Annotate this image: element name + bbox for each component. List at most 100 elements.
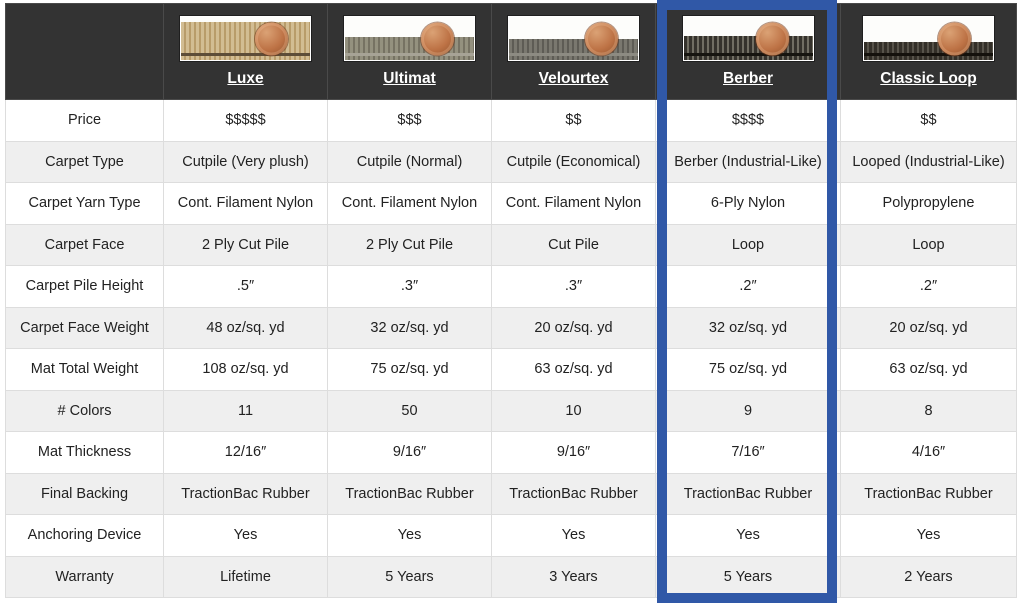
product-link-classic-loop[interactable]: Classic Loop [880,70,977,87]
cell-carpet-face-ultimat: 2 Ply Cut Pile [327,223,492,266]
carpet-backing-line [864,53,993,56]
cell-carpet-yarn-type-ultimat: Cont. Filament Nylon [327,182,492,225]
header-row: Luxe Ultimat Velourtex Berber Classic Loop [5,3,1017,100]
cell-warranty-berber: 5 Years [655,555,841,598]
product-link-luxe[interactable]: Luxe [227,70,264,87]
carpet-backing-line [683,53,813,56]
corner-cell [5,3,164,100]
cell-#-colors-velourtex: 10 [491,389,656,432]
cell-mat-thickness-classic-loop: 4/16″ [840,431,1017,474]
cell-mat-thickness-velourtex: 9/16″ [491,431,656,474]
cell-final-backing-luxe: TractionBac Rubber [163,472,328,515]
cell-carpet-pile-height-ultimat: .3″ [327,265,492,308]
cell-price-classic-loop: $$ [840,99,1017,142]
penny-icon [585,22,618,55]
penny-icon [755,22,789,55]
cell-carpet-type-berber: Berber (Industrial-Like) [655,140,841,183]
carpet-backing-line [181,53,310,56]
ultimat-carpet-photo [343,15,476,62]
cell-mat-total-weight-luxe: 108 oz/sq. yd [163,348,328,391]
cell-mat-thickness-berber: 7/16″ [655,431,841,474]
cell-carpet-type-luxe: Cutpile (Very plush) [163,140,328,183]
carpet-pile-texture [345,37,474,60]
cell-#-colors-classic-loop: 8 [840,389,1017,432]
table-row-carpet-pile-height: Carpet Pile Height .5″ .3″ .3″ .2″ .2″ [5,265,1017,308]
cell-mat-total-weight-ultimat: 75 oz/sq. yd [327,348,492,391]
berber-carpet-photo [681,15,815,62]
cell-warranty-ultimat: 5 Years [327,555,492,598]
product-header-luxe: Luxe [163,3,328,100]
table-body: Price $$$$$ $$$ $$ $$$$ $$ Carpet Type Cutpile … [5,99,1017,598]
table-row-carpet-type: Carpet Type Cutpile (Very plush) Cutpile (… [5,140,1017,183]
cell-price-velourtex: $$ [491,99,656,142]
classic-loop-carpet-photo [862,15,995,62]
product-link-berber[interactable]: Berber [723,70,773,87]
row-label: Carpet Face Weight [5,306,164,349]
product-link-ultimat[interactable]: Ultimat [383,70,436,87]
table-row-carpet-face: Carpet Face 2 Ply Cut Pile 2 Ply Cut Pile C… [5,223,1017,266]
row-label: Carpet Face [5,223,164,266]
table-row-#-colors: # Colors 11 50 10 9 8 [5,389,1017,432]
penny-icon [938,22,971,55]
row-label: # Colors [5,389,164,432]
row-label: Warranty [5,555,164,598]
carpet-pile-texture [864,42,993,60]
cell-mat-thickness-ultimat: 9/16″ [327,431,492,474]
product-header-berber: Berber [655,3,841,100]
table-row-warranty: Warranty Lifetime 5 Years 3 Years 5 Years 2 Y… [5,555,1017,598]
cell-mat-total-weight-classic-loop: 63 oz/sq. yd [840,348,1017,391]
cell-mat-total-weight-berber: 75 oz/sq. yd [655,348,841,391]
cell-carpet-yarn-type-berber: 6-Ply Nylon [655,182,841,225]
cell-carpet-face-weight-ultimat: 32 oz/sq. yd [327,306,492,349]
cell-carpet-face-weight-luxe: 48 oz/sq. yd [163,306,328,349]
cell-anchoring-device-classic-loop: Yes [840,514,1017,557]
table-row-carpet-yarn-type: Carpet Yarn Type Cont. Filament Nylon Cont… [5,182,1017,225]
cell-carpet-pile-height-velourtex: .3″ [491,265,656,308]
penny-icon [255,22,288,55]
cell-mat-total-weight-velourtex: 63 oz/sq. yd [491,348,656,391]
cell-carpet-pile-height-classic-loop: .2″ [840,265,1017,308]
cell-final-backing-classic-loop: TractionBac Rubber [840,472,1017,515]
cell-warranty-classic-loop: 2 Years [840,555,1017,598]
carpet-backing-line [509,53,638,56]
row-label: Mat Thickness [5,431,164,474]
cell-final-backing-ultimat: TractionBac Rubber [327,472,492,515]
cell-carpet-pile-height-luxe: .5″ [163,265,328,308]
cell-anchoring-device-berber: Yes [655,514,841,557]
row-label: Carpet Type [5,140,164,183]
cell-mat-thickness-luxe: 12/16″ [163,431,328,474]
table-row-carpet-face-weight: Carpet Face Weight 48 oz/sq. yd 32 oz/sq. … [5,306,1017,349]
cell-anchoring-device-ultimat: Yes [327,514,492,557]
cell-price-ultimat: $$$ [327,99,492,142]
cell-warranty-luxe: Lifetime [163,555,328,598]
penny-icon [421,22,454,55]
cell-carpet-face-berber: Loop [655,223,841,266]
product-header-classic-loop: Classic Loop [840,3,1017,100]
carpet-pile-texture [683,36,813,60]
cell-#-colors-ultimat: 50 [327,389,492,432]
cell-price-luxe: $$$$$ [163,99,328,142]
cell-warranty-velourtex: 3 Years [491,555,656,598]
row-label: Anchoring Device [5,514,164,557]
product-link-velourtex[interactable]: Velourtex [538,70,609,87]
cell-carpet-face-weight-velourtex: 20 oz/sq. yd [491,306,656,349]
cell-carpet-face-luxe: 2 Ply Cut Pile [163,223,328,266]
cell-price-berber: $$$$ [655,99,841,142]
cell-carpet-face-weight-classic-loop: 20 oz/sq. yd [840,306,1017,349]
cell-carpet-face-velourtex: Cut Pile [491,223,656,266]
cell-carpet-yarn-type-velourtex: Cont. Filament Nylon [491,182,656,225]
cell-carpet-yarn-type-luxe: Cont. Filament Nylon [163,182,328,225]
velourtex-carpet-photo [507,15,640,62]
table-row-price: Price $$$$$ $$$ $$ $$$$ $$ [5,99,1017,142]
cell-carpet-type-ultimat: Cutpile (Normal) [327,140,492,183]
cell-carpet-face-weight-berber: 32 oz/sq. yd [655,306,841,349]
table-row-anchoring-device: Anchoring Device Yes Yes Yes Yes Yes [5,514,1017,557]
cell-carpet-face-classic-loop: Loop [840,223,1017,266]
cell-#-colors-luxe: 11 [163,389,328,432]
row-label: Final Backing [5,472,164,515]
carpet-backing-line [345,53,474,56]
cell-carpet-type-classic-loop: Looped (Industrial-Like) [840,140,1017,183]
row-label: Carpet Yarn Type [5,182,164,225]
cell-#-colors-berber: 9 [655,389,841,432]
row-label: Carpet Pile Height [5,265,164,308]
